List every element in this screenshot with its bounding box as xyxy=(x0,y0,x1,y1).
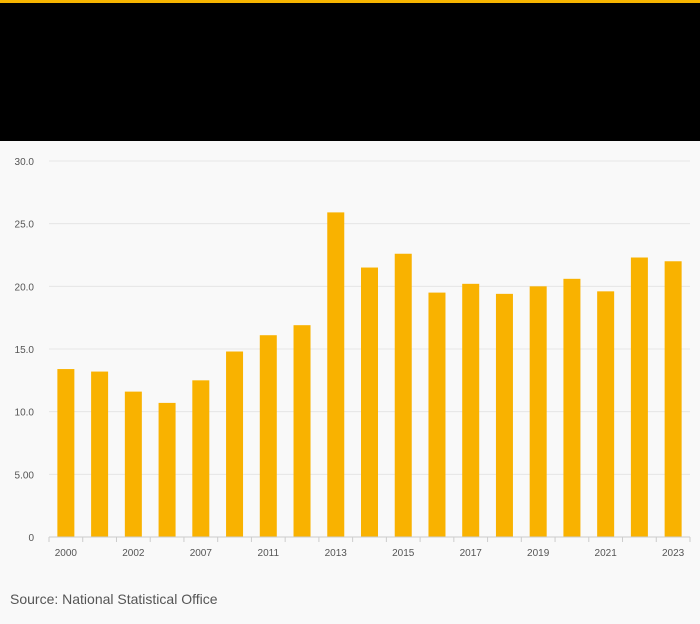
y-tick-label: 0 xyxy=(28,533,34,544)
x-axis xyxy=(48,536,691,542)
bar xyxy=(495,293,513,537)
bar xyxy=(394,253,412,537)
bar xyxy=(428,292,446,537)
source-note: Source: National Statistical Office xyxy=(10,591,218,607)
x-tick-label: 2023 xyxy=(662,548,685,559)
bar xyxy=(158,402,176,537)
bar xyxy=(192,380,210,537)
x-tick-label: 2000 xyxy=(55,548,78,559)
bar xyxy=(327,212,345,537)
bar xyxy=(91,371,109,537)
x-tick-label: 2002 xyxy=(122,548,145,559)
y-tick-label: 30.0 xyxy=(15,157,35,168)
x-axis-ticks: 2000 2002 2007 2011 2013 2015 2017 2019 2021 2023 xyxy=(55,548,685,559)
y-tick-label: 10.0 xyxy=(15,408,35,419)
y-tick-label: 15.0 xyxy=(15,345,35,356)
y-axis-ticks: 0 5.00 10.0 15.0 20.0 25.0 30.0 xyxy=(15,157,35,544)
bar xyxy=(664,261,682,537)
bar xyxy=(293,325,311,537)
bar xyxy=(529,286,547,537)
bar xyxy=(462,283,480,537)
bar xyxy=(259,335,277,537)
y-tick-label: 20.0 xyxy=(15,282,35,293)
x-tick-label: 2017 xyxy=(460,548,483,559)
header-band xyxy=(0,3,700,141)
bars xyxy=(57,212,682,537)
bar xyxy=(57,369,75,537)
bar xyxy=(563,278,581,537)
x-tick-label: 2019 xyxy=(527,548,550,559)
gridlines xyxy=(49,160,690,475)
bar xyxy=(124,391,142,537)
y-tick-label: 5.00 xyxy=(15,470,35,481)
y-tick-label: 25.0 xyxy=(15,220,35,231)
bar xyxy=(226,351,244,537)
x-tick-label: 2015 xyxy=(392,548,415,559)
bar xyxy=(361,267,378,537)
x-tick-label: 2011 xyxy=(258,548,280,559)
bar xyxy=(630,257,648,537)
x-tick-label: 2013 xyxy=(325,548,348,559)
top-accent-bar xyxy=(0,0,700,3)
bar xyxy=(597,291,615,537)
x-tick-label: 2007 xyxy=(190,548,213,559)
x-tick-label: 2021 xyxy=(595,548,618,559)
